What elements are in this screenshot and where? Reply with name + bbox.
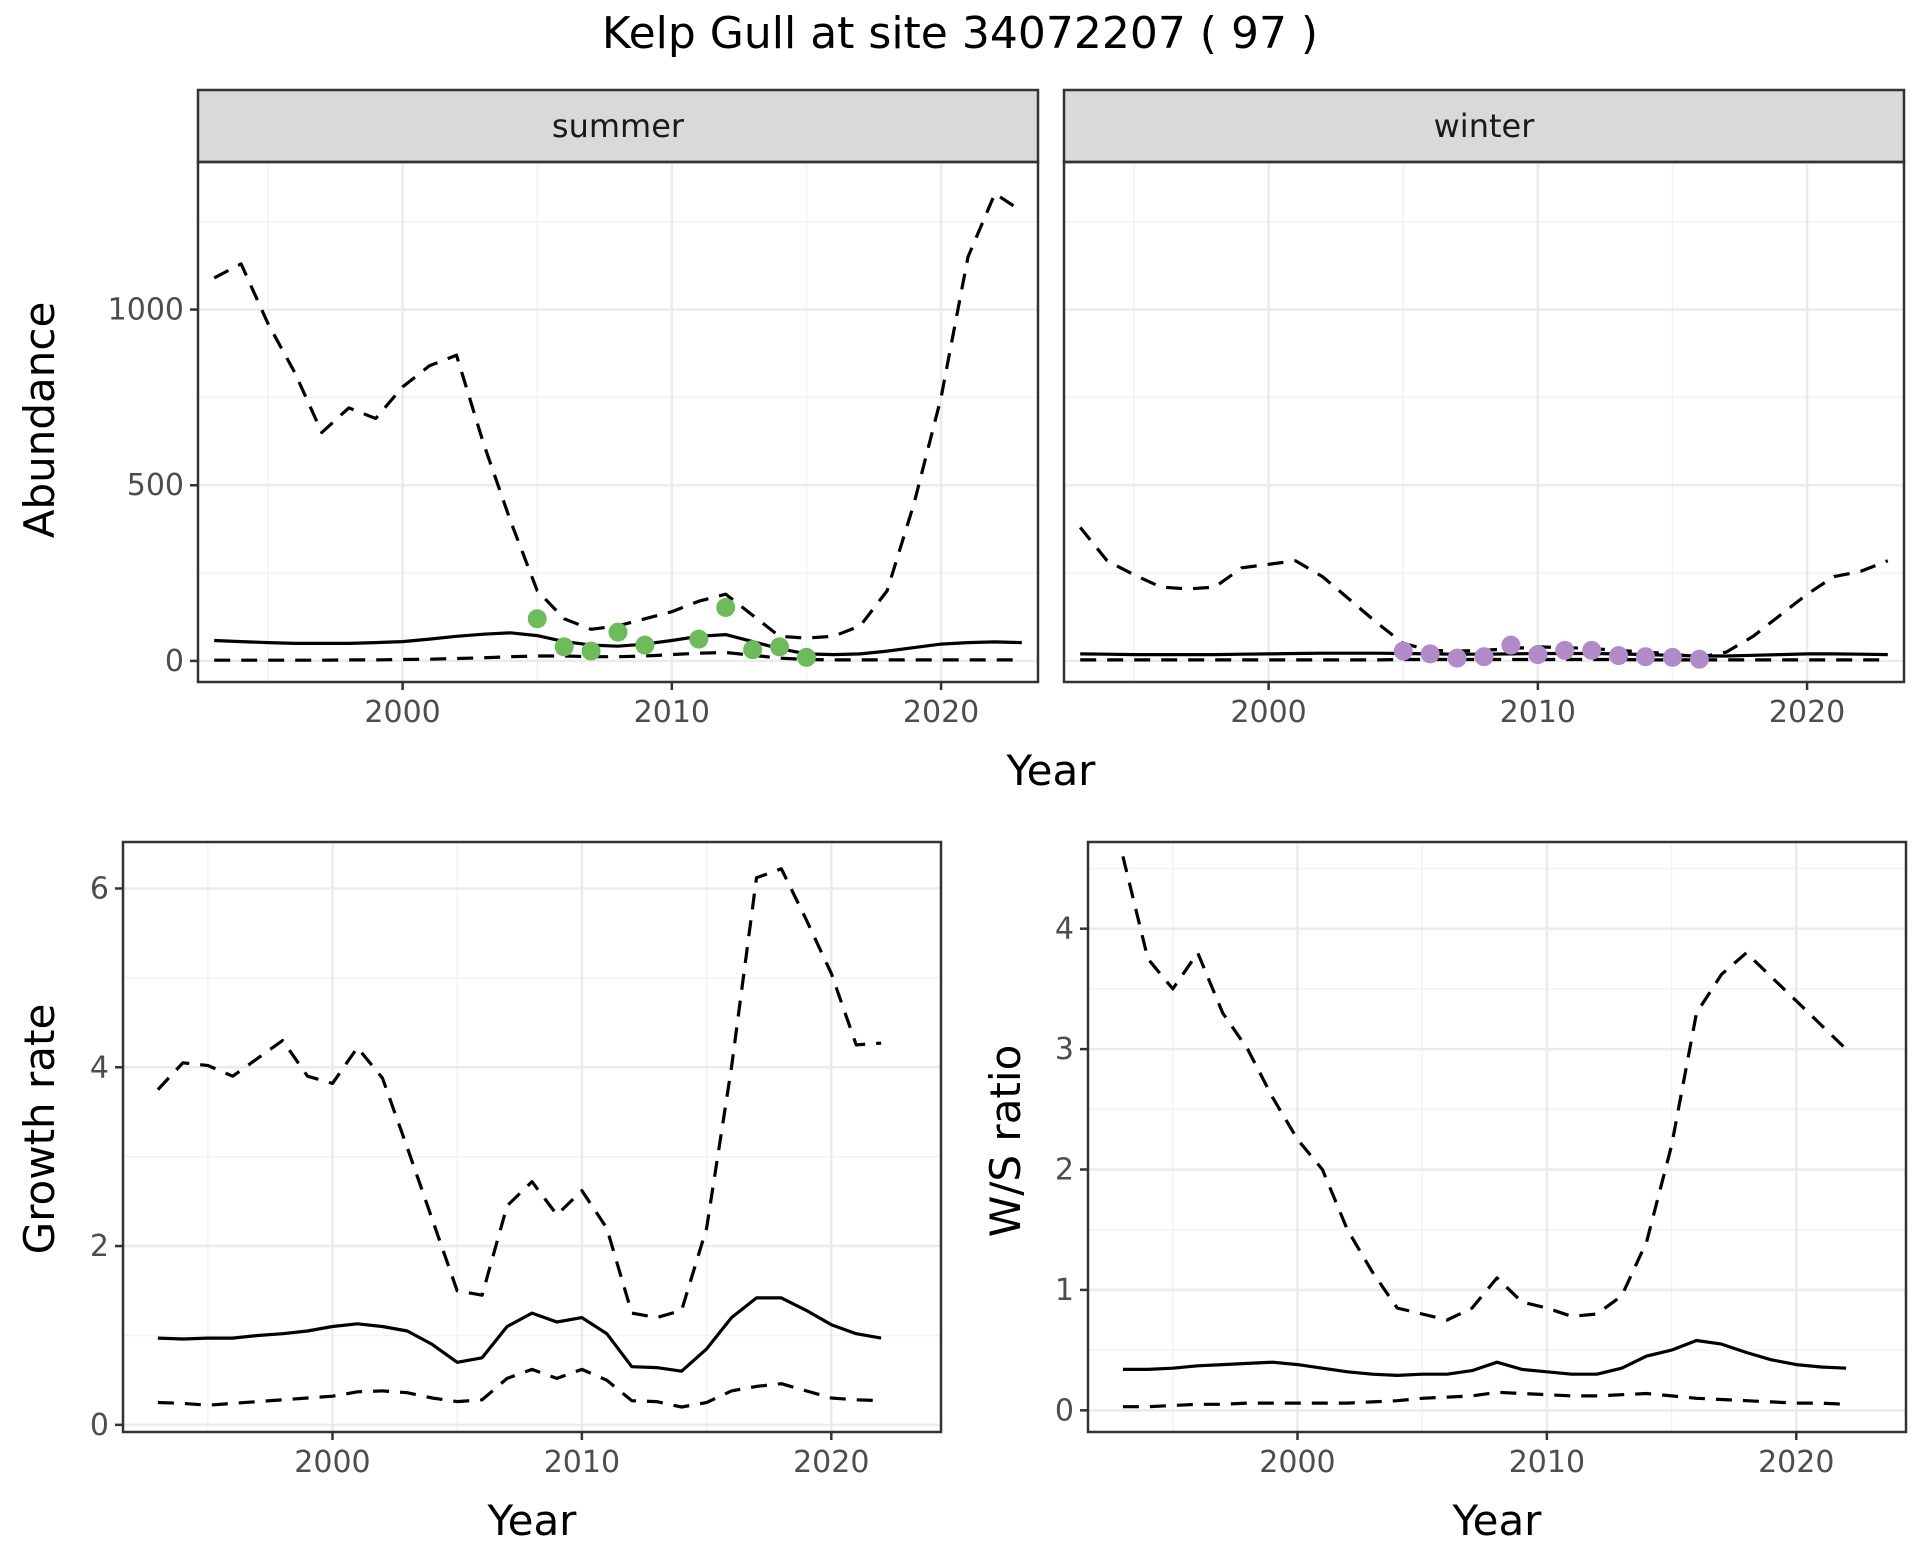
data-point: [1689, 649, 1709, 669]
y-tick-label: 0: [90, 1408, 109, 1443]
y-tick-label: 4: [90, 1050, 109, 1085]
y-axis-title-growth-rate: Growth rate: [15, 1004, 64, 1255]
panel-ws-ratio: 2000 2010 2020 0 1 2 3 4 W/S ratio Year: [981, 840, 1908, 1545]
series-line-upper: [1078, 526, 1889, 659]
data-point: [1636, 647, 1656, 667]
series-line-upper: [1121, 856, 1848, 1322]
panel-border: [1086, 840, 1908, 1434]
data-point: [1582, 640, 1602, 660]
panel-border: [121, 840, 943, 1434]
plot-growth-rate: 2000 2010 2020 0 2 4 6: [90, 840, 943, 1480]
panel-border: [1062, 160, 1906, 684]
y-tick-label: 2: [90, 1229, 109, 1264]
plot-abundance-winter: 2000 2010 2020: [1062, 160, 1906, 730]
data-point: [581, 641, 601, 661]
data-point: [1528, 645, 1548, 665]
x-tick-label: 2010: [1500, 695, 1576, 730]
y-tick-label: 3: [1055, 1032, 1074, 1067]
series-line-mean: [157, 1296, 882, 1373]
x-tick-label: 2000: [294, 1445, 370, 1480]
data-point: [689, 629, 709, 649]
series-line-lower: [214, 650, 1022, 662]
figure-title: Kelp Gull at site 34072207 ( 97 ): [602, 8, 1318, 59]
y-tick-label: 0: [165, 644, 184, 679]
data-point: [635, 635, 655, 655]
strip-winter: [1062, 88, 1906, 164]
x-tick-label: 2000: [1259, 1445, 1335, 1480]
x-tick-label: 2020: [903, 695, 979, 730]
data-point: [1474, 647, 1494, 667]
y-tick-label: 1000: [108, 293, 184, 328]
series-line-mean: [214, 631, 1022, 657]
data-point: [1609, 646, 1629, 666]
data-point: [1420, 644, 1440, 664]
series-line-lower: [1122, 1390, 1847, 1409]
x-tick-label: 2000: [364, 695, 440, 730]
panel-abundance-winter: winter 2000 2010 2020: [1062, 88, 1906, 730]
x-tick-label: 2010: [1509, 1445, 1585, 1480]
strip-label-winter: winter: [1434, 107, 1536, 145]
data-point: [527, 609, 547, 629]
panel-border: [196, 160, 1040, 684]
data-point: [1555, 640, 1575, 660]
data-point: [796, 647, 816, 667]
plot-ws-ratio: 2000 2010 2020 0 1 2 3 4: [1055, 840, 1908, 1480]
panel-growth-rate: 2000 2010 2020 0 2 4 6 Growth rate Year: [15, 840, 943, 1545]
x-tick-label: 2010: [544, 1445, 620, 1480]
x-axis-title-ws-ratio: Year: [1452, 1496, 1543, 1545]
y-tick-label: 2: [1055, 1153, 1074, 1188]
y-axis-title-ws-ratio: W/S ratio: [981, 1045, 1030, 1238]
x-tick-label: 2020: [1758, 1445, 1834, 1480]
y-tick-label: 6: [90, 871, 109, 906]
panel-abundance-summer: summer 2000 2010 2020 0 500 1000: [108, 88, 1040, 730]
y-axis-title-abundance: Abundance: [15, 302, 64, 539]
series-line-mean: [1122, 1338, 1847, 1377]
y-tick-label: 1: [1055, 1273, 1074, 1308]
x-tick-label: 2000: [1230, 695, 1306, 730]
strip-label-summer: summer: [552, 107, 685, 145]
data-point: [1501, 635, 1521, 655]
x-axis-title-abundance: Year: [1006, 746, 1097, 795]
plot-abundance-summer: 2000 2010 2020 0 500 1000: [108, 160, 1040, 730]
series-line-upper: [156, 867, 882, 1320]
y-tick-label: 500: [127, 468, 184, 503]
x-tick-label: 2020: [793, 1445, 869, 1480]
x-tick-label: 2010: [634, 695, 710, 730]
data-point: [1447, 648, 1467, 668]
data-point: [770, 637, 790, 657]
data-point: [716, 598, 736, 618]
series-line-lower: [157, 1367, 882, 1409]
data-point: [1662, 647, 1682, 667]
data-point: [554, 637, 574, 657]
data-point: [1393, 641, 1413, 661]
x-tick-label: 2020: [1769, 695, 1845, 730]
y-tick-label: 0: [1055, 1393, 1074, 1428]
data-point: [743, 640, 763, 660]
data-point: [608, 622, 628, 642]
x-axis-title-growth-rate: Year: [487, 1496, 578, 1545]
strip-summer: [196, 88, 1040, 164]
y-tick-label: 4: [1055, 912, 1074, 947]
series-line-upper: [213, 192, 1023, 640]
